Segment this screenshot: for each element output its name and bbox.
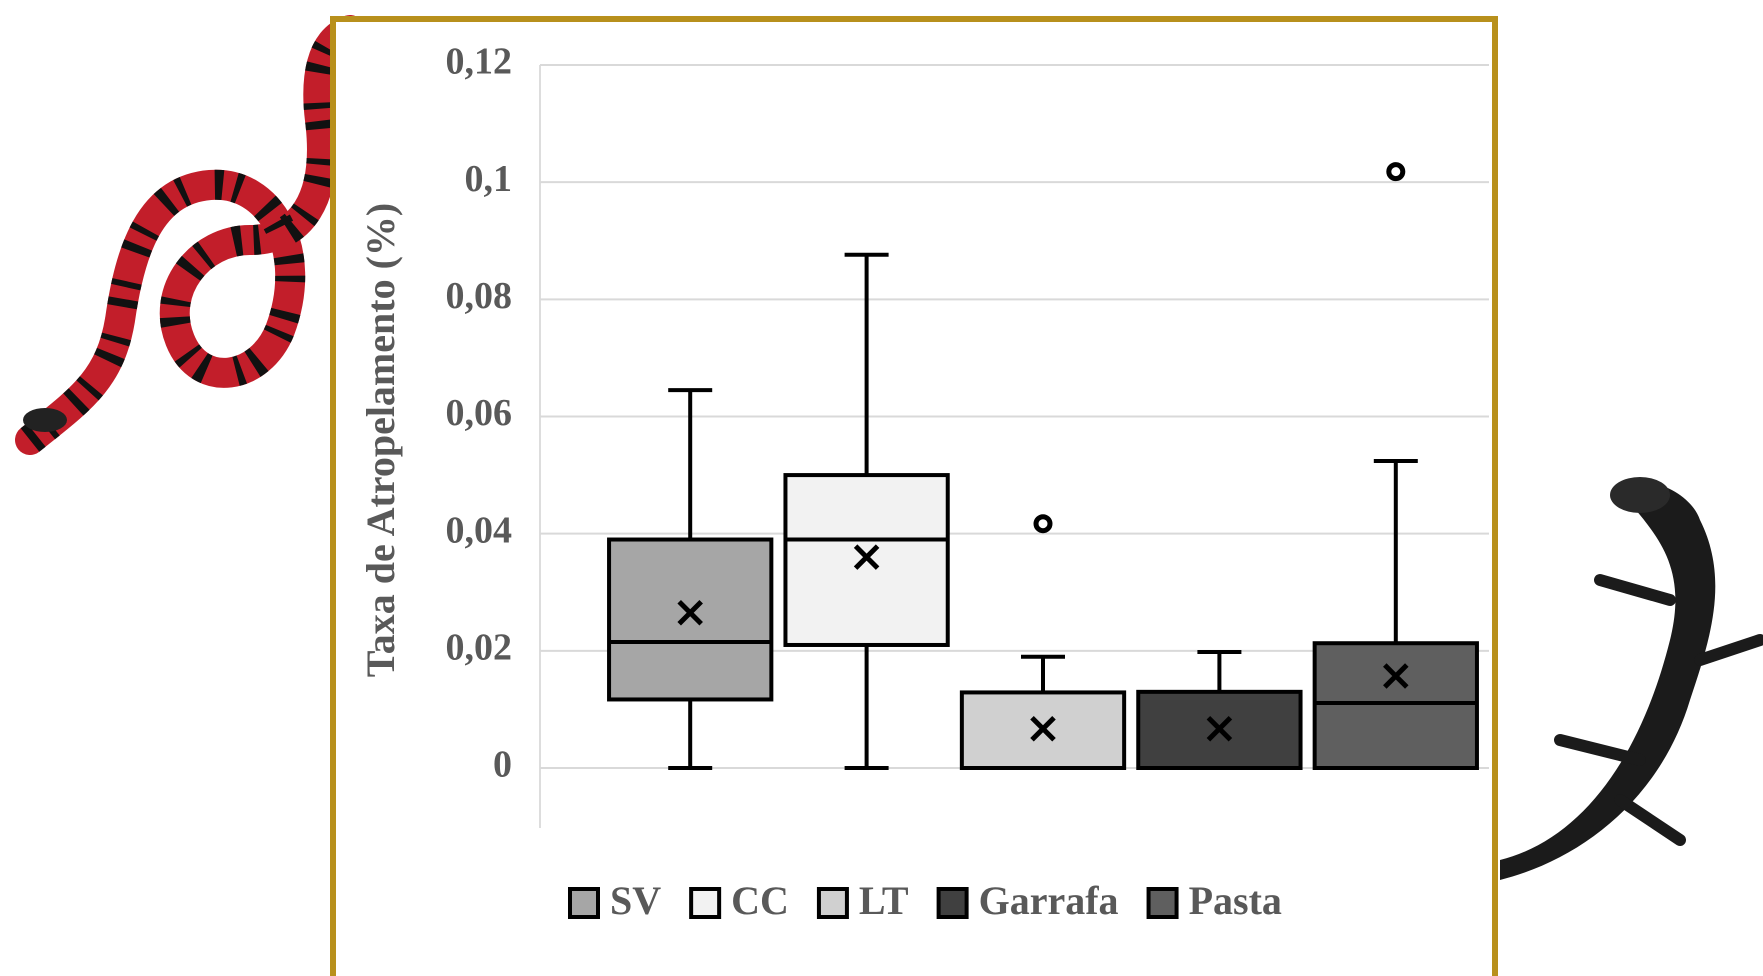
legend-label: LT	[859, 878, 909, 923]
outlier	[1389, 165, 1403, 179]
legend-label: Garrafa	[979, 878, 1119, 923]
legend-swatch	[570, 889, 598, 917]
legend-swatch	[691, 889, 719, 917]
legend-swatch	[939, 889, 967, 917]
legend-swatch	[1149, 889, 1177, 917]
y-axis-label: Taxa de Atropelamento (%)	[358, 203, 403, 677]
page: {"chart_data": {"type": "box", "y_label"…	[0, 0, 1763, 976]
y-tick-label: 0,12	[446, 41, 513, 83]
chart: Taxa de Atropelamento (%) 0 0,02 0,04 0,06 0…	[0, 0, 1763, 976]
y-tick-label: 0,04	[446, 509, 513, 551]
outlier	[1036, 517, 1050, 531]
legend-label: CC	[731, 878, 789, 923]
legend-swatch	[819, 889, 847, 917]
legend-label: Pasta	[1189, 878, 1282, 923]
box	[1315, 643, 1477, 768]
snake-decoration	[23, 30, 350, 440]
y-tick-label: 0,06	[446, 392, 513, 434]
y-tick-label: 0,08	[446, 275, 513, 317]
y-tick-label: 0	[493, 744, 512, 786]
lizard-decoration	[1500, 477, 1760, 880]
legend-label: SV	[610, 878, 661, 923]
y-tick-label: 0,1	[465, 158, 513, 200]
box	[609, 540, 771, 700]
y-tick-label: 0,02	[446, 627, 513, 669]
